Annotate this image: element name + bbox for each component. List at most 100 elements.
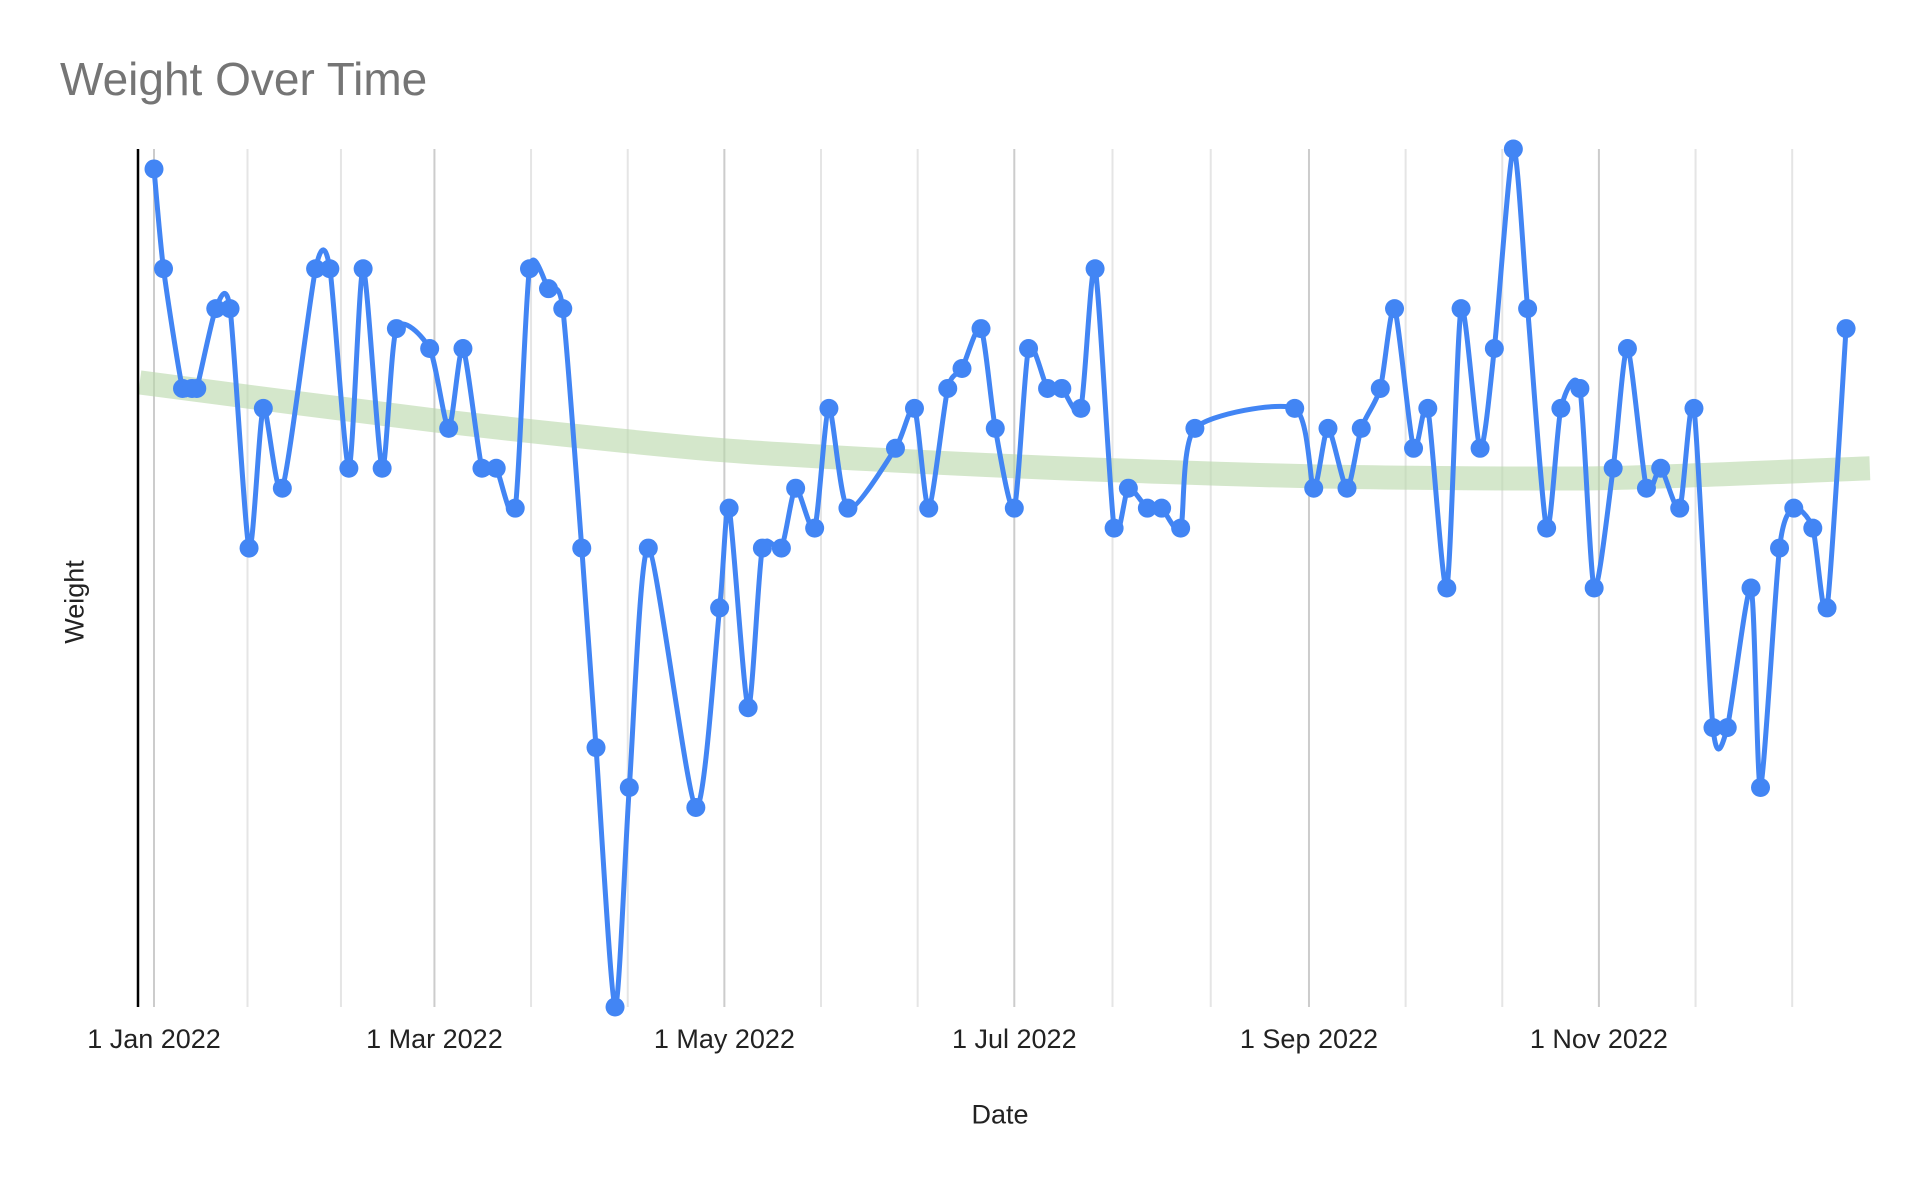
data-point <box>1817 598 1837 618</box>
x-tick-label: 1 Sep 2022 <box>1240 1024 1378 1054</box>
data-point <box>306 259 326 279</box>
data-point <box>1484 339 1504 359</box>
data-point <box>1351 418 1371 438</box>
data-point <box>719 498 739 518</box>
x-tick-label: 1 May 2022 <box>654 1024 795 1054</box>
data-point <box>885 438 905 458</box>
data-point <box>1703 718 1723 738</box>
data-point <box>1518 299 1538 319</box>
data-point <box>239 538 259 558</box>
data-point <box>1385 299 1405 319</box>
data-point <box>519 259 539 279</box>
data-point <box>1404 438 1424 458</box>
data-point <box>1636 478 1656 498</box>
data-point <box>1470 438 1490 458</box>
data-point <box>1370 378 1390 398</box>
data-point <box>1418 398 1438 418</box>
data-point <box>144 159 164 179</box>
data-point <box>1285 398 1305 418</box>
data-point <box>1751 778 1771 798</box>
data-point <box>1651 458 1671 478</box>
data-point <box>1137 498 1157 518</box>
data-point <box>1836 319 1856 339</box>
trendline <box>138 370 1871 491</box>
x-tick-label: 1 Jul 2022 <box>952 1024 1077 1054</box>
data-point <box>1803 518 1823 538</box>
data-point <box>272 478 292 498</box>
data-point <box>838 498 858 518</box>
data-point <box>187 378 207 398</box>
data-point <box>1570 378 1590 398</box>
data-point <box>154 259 174 279</box>
data-point <box>786 478 806 498</box>
x-tick-label: 1 Mar 2022 <box>366 1024 503 1054</box>
data-point <box>1537 518 1557 538</box>
data-point <box>220 299 240 319</box>
data-point <box>439 418 459 438</box>
data-point <box>710 598 730 618</box>
data-point <box>738 698 758 718</box>
data-point <box>752 538 772 558</box>
data-point <box>1451 299 1471 319</box>
data-point <box>1503 139 1523 159</box>
data-point <box>1038 378 1058 398</box>
data-point <box>206 299 226 319</box>
data-point <box>1071 398 1091 418</box>
data-point <box>1337 478 1357 498</box>
data-point <box>638 538 658 558</box>
data-point <box>1019 339 1039 359</box>
data-point <box>938 378 958 398</box>
data-point <box>1584 578 1604 598</box>
data-point <box>1684 398 1704 418</box>
data-point <box>353 259 373 279</box>
data-point <box>453 339 473 359</box>
data-point <box>1152 498 1172 518</box>
data-point <box>904 398 924 418</box>
data-point <box>1118 478 1138 498</box>
data-point <box>1617 339 1637 359</box>
data-point <box>1004 498 1024 518</box>
data-point <box>486 458 506 478</box>
x-axis-label: Date <box>971 1099 1029 1130</box>
data-point <box>538 279 558 299</box>
x-tick-label: 1 Nov 2022 <box>1530 1024 1668 1054</box>
data-point <box>1551 398 1571 418</box>
data-point <box>1784 498 1804 518</box>
data-point <box>1304 478 1324 498</box>
data-point <box>605 997 625 1017</box>
data-point <box>919 498 939 518</box>
data-point <box>819 398 839 418</box>
data-point <box>253 398 273 418</box>
chart-title: Weight Over Time <box>60 53 428 105</box>
data-point <box>1171 518 1191 538</box>
data-point <box>320 259 340 279</box>
data-point <box>1717 718 1737 738</box>
series-line <box>151 146 1849 1010</box>
data-point <box>985 418 1005 438</box>
data-point <box>1603 458 1623 478</box>
data-point <box>1052 378 1072 398</box>
data-point <box>1770 538 1790 558</box>
data-point <box>1185 418 1205 438</box>
data-point <box>971 319 991 339</box>
data-point <box>553 299 573 319</box>
data-point <box>771 538 791 558</box>
data-point <box>1437 578 1457 598</box>
data-point <box>1741 578 1761 598</box>
x-tick-label: 1 Jan 2022 <box>87 1024 221 1054</box>
data-point <box>420 339 440 359</box>
data-point <box>586 738 606 758</box>
data-point <box>1670 498 1690 518</box>
data-point <box>686 797 706 817</box>
data-point <box>805 518 825 538</box>
data-point <box>572 538 592 558</box>
data-point <box>472 458 492 478</box>
y-axis-label: Weight <box>59 560 90 644</box>
data-point <box>619 778 639 798</box>
data-point <box>339 458 359 478</box>
data-point <box>505 498 525 518</box>
data-point <box>1085 259 1105 279</box>
data-point <box>1318 418 1338 438</box>
